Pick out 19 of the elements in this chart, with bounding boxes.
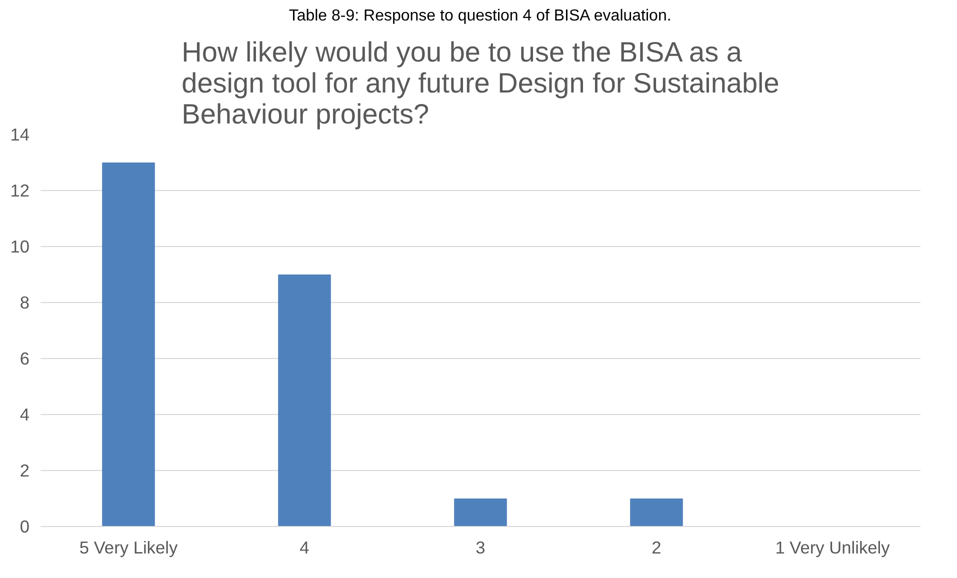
bar bbox=[278, 274, 331, 526]
y-tick-label: 14 bbox=[10, 124, 30, 144]
y-tick-label: 12 bbox=[10, 180, 30, 200]
y-tick-label: 2 bbox=[20, 460, 30, 480]
bar bbox=[454, 498, 507, 526]
y-tick-label: 8 bbox=[20, 292, 30, 312]
x-tick-label: 4 bbox=[300, 538, 310, 558]
y-tick-label: 10 bbox=[10, 236, 30, 256]
x-tick-label: 2 bbox=[652, 538, 662, 558]
x-tick-label: 1 Very Unlikely bbox=[775, 538, 890, 558]
chart-title: How likely would you be to use the BISA as a design tool for any future Design for Sustainable Behaviour projects? bbox=[182, 36, 780, 130]
bar bbox=[630, 498, 683, 526]
y-tick-label: 0 bbox=[20, 516, 30, 536]
bar bbox=[102, 162, 155, 526]
x-tick-label: 5 Very Likely bbox=[79, 538, 178, 558]
y-tick-label: 4 bbox=[20, 404, 30, 424]
x-tick-label: 3 bbox=[476, 538, 486, 558]
y-tick-label: 6 bbox=[20, 348, 30, 368]
caption: Table 8-9: Response to question 4 of BISA evaluation. bbox=[288, 8, 672, 24]
